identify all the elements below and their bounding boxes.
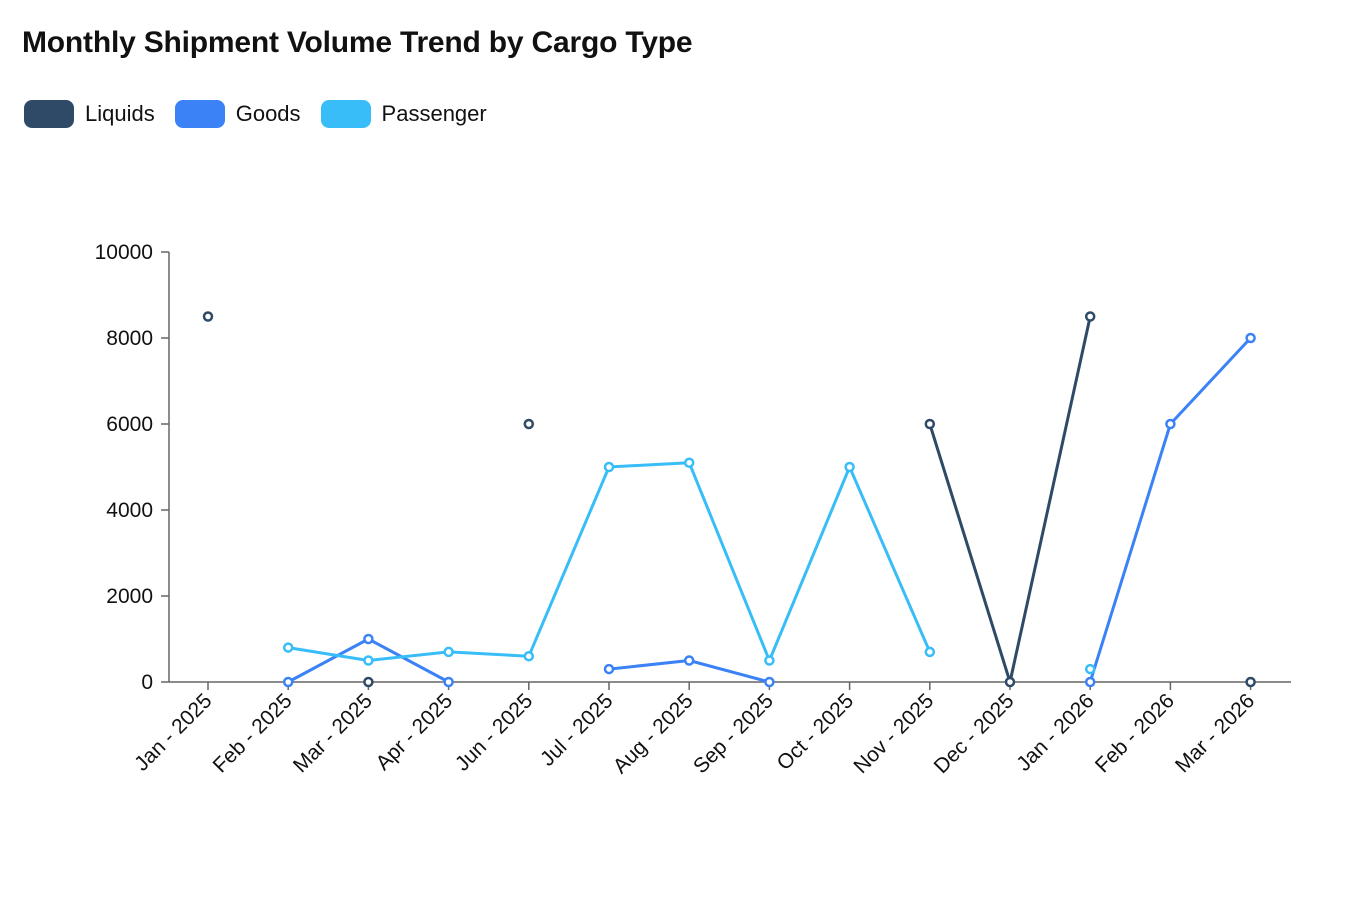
data-point-passenger (924, 646, 936, 658)
data-point-passenger (683, 457, 695, 468)
x-tick-label: Apr - 2025 (372, 689, 458, 775)
y-tick-label: 6000 (106, 413, 153, 436)
data-point-passenger (443, 646, 454, 658)
x-tick-label: Aug - 2025 (609, 689, 698, 778)
legend: Liquids Goods Passenger (24, 100, 507, 128)
data-point-liquids (1084, 311, 1096, 322)
data-point-goods (363, 633, 374, 645)
data-point-liquids (202, 311, 214, 322)
y-tick-label: 0 (141, 671, 153, 694)
series-line-goods (1088, 336, 1253, 684)
legend-label-liquids: Liquids (85, 101, 155, 126)
series-line-passenger (286, 461, 932, 662)
legend-item-passenger[interactable]: Passenger (320, 100, 487, 128)
data-point-passenger (844, 461, 855, 473)
data-point-goods (282, 676, 294, 688)
data-point-passenger (764, 655, 775, 666)
y-tick-label: 4000 (106, 499, 153, 522)
x-tick-label: Jun - 2025 (451, 689, 537, 775)
y-tick-label: 10000 (95, 241, 153, 264)
x-tick-label: Jan - 2026 (1012, 689, 1098, 775)
data-point-goods (1165, 418, 1176, 430)
x-tick-label: Dec - 2025 (930, 689, 1019, 778)
legend-item-liquids[interactable]: Liquids (24, 100, 155, 128)
series-line-liquids (928, 315, 1092, 684)
data-point-liquids (924, 418, 936, 430)
chart-title: Monthly Shipment Volume Trend by Cargo T… (22, 26, 693, 59)
data-point-liquids (363, 676, 374, 688)
data-point-goods (683, 655, 695, 666)
x-tick-label: Mar - 2026 (1171, 689, 1259, 777)
x-tick-label: Feb - 2026 (1091, 689, 1179, 777)
x-tick-label: Sep - 2025 (689, 689, 778, 778)
legend-label-passenger: Passenger (381, 101, 487, 126)
x-tick-label: Oct - 2025 (773, 689, 859, 775)
legend-swatch-passenger (320, 100, 371, 128)
data-point-passenger (523, 650, 535, 662)
x-tick-label: Mar - 2025 (289, 689, 377, 777)
data-point-passenger (603, 461, 615, 473)
data-point-goods (603, 663, 615, 675)
y-tick-label: 2000 (106, 585, 153, 608)
data-point-liquids (1004, 676, 1016, 688)
data-point-passenger (363, 655, 374, 666)
legend-item-goods[interactable]: Goods (174, 100, 301, 128)
data-point-goods (764, 676, 775, 688)
data-point-goods (1245, 332, 1256, 344)
legend-swatch-goods (174, 100, 225, 128)
legend-label-goods: Goods (235, 101, 301, 126)
data-point-goods (443, 676, 454, 688)
data-point-goods (1084, 676, 1096, 688)
data-point-liquids (523, 418, 535, 430)
x-tick-label: Nov - 2025 (849, 689, 938, 778)
data-point-liquids (1245, 676, 1256, 688)
x-tick-label: Feb - 2025 (209, 689, 297, 777)
data-point-passenger (282, 642, 294, 653)
x-tick-label: Jan - 2025 (130, 689, 216, 775)
data-point-passenger (1084, 663, 1096, 675)
y-tick-label: 8000 (106, 327, 153, 350)
legend-swatch-liquids (24, 100, 74, 128)
x-tick-label: Jul - 2025 (536, 689, 617, 770)
